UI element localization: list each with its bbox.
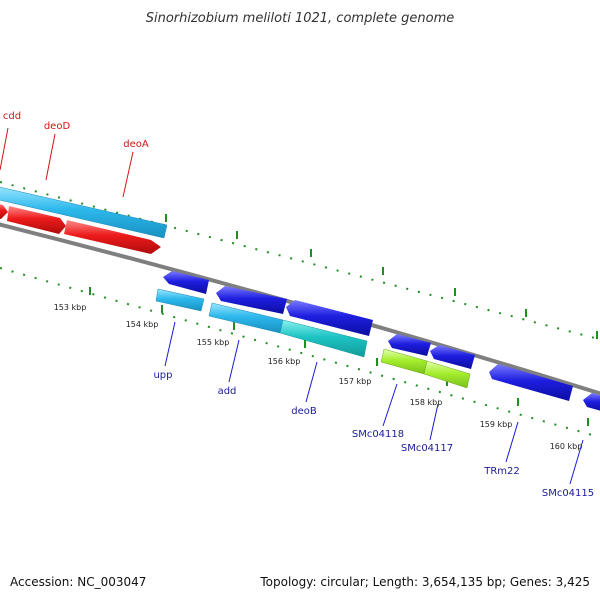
gene-label-cdd[interactable]: cdd: [3, 111, 21, 122]
lower-major-ticks: [89, 287, 589, 426]
reverse-leaders: [164, 321, 584, 485]
forward-leaders: [0, 127, 134, 198]
gene-label-deoD[interactable]: deoD: [44, 121, 71, 132]
leader-SMc04117: [429, 403, 439, 441]
gene-arrow-deoA[interactable]: [64, 220, 161, 254]
lower-tick-track: [0, 267, 600, 439]
gene-label-TRm22[interactable]: TRm22: [483, 466, 520, 477]
leader-SMc04115: [569, 439, 584, 485]
leader-TRm22: [505, 421, 519, 463]
gene-label-upp[interactable]: upp: [153, 370, 172, 381]
tick-label-156: 156 kbp: [268, 357, 301, 366]
cds-SMc04117[interactable]: [423, 360, 471, 389]
gene-arrow-add[interactable]: [216, 286, 287, 314]
cds-forward-cyan[interactable]: [0, 186, 168, 239]
tick-label-155: 155 kbp: [197, 338, 230, 347]
gene-arrow-deoD[interactable]: [7, 206, 66, 234]
leader-cdd: [0, 127, 9, 171]
gene-arrow-cdd[interactable]: [0, 203, 8, 219]
leader-deoA: [122, 151, 134, 198]
gene-arrow-upp[interactable]: [163, 271, 209, 294]
lower-minor-ticks: [0, 267, 600, 439]
leader-deoD: [45, 133, 56, 181]
tick-label-159: 159 kbp: [480, 420, 513, 429]
gene-arrow-deoB[interactable]: [286, 300, 373, 336]
gene-label-deoB[interactable]: deoB: [291, 406, 317, 417]
gene-label-add[interactable]: add: [218, 386, 237, 397]
gene-arrow-SMc04118[interactable]: [388, 334, 431, 356]
tick-label-158: 158 kbp: [410, 398, 443, 407]
gene-arrow-SMc04115[interactable]: [583, 393, 600, 412]
gene-label-deoA[interactable]: deoA: [123, 139, 149, 150]
tick-label-160: 160 kbp: [550, 442, 583, 451]
leader-upp: [164, 321, 176, 367]
map-title: Sinorhizobium meliloti 1021, complete ge…: [146, 11, 455, 26]
leader-deoB: [305, 361, 318, 403]
gene-label-SMc04115[interactable]: SMc04115: [542, 488, 594, 499]
tick-label-153: 153 kbp: [54, 303, 87, 312]
upper-major-ticks: [165, 214, 598, 339]
gene-label-SMc04118[interactable]: SMc04118: [352, 429, 404, 440]
tick-label-154: 154 kbp: [126, 320, 159, 329]
accession-text: Accession: NC_003047: [10, 575, 146, 589]
leader-SMc04118: [382, 383, 398, 427]
cds-upp[interactable]: [155, 288, 205, 312]
gene-label-SMc04117[interactable]: SMc04117: [401, 443, 453, 454]
genome-summary-text: Topology: circular; Length: 3,654,135 bp…: [259, 575, 590, 589]
gene-arrow-SMc04117[interactable]: [430, 345, 475, 369]
cds-deoB[interactable]: [279, 319, 368, 358]
gene-arrow-TRm22[interactable]: [489, 364, 573, 401]
tick-label-157: 157 kbp: [339, 377, 372, 386]
leader-add: [228, 339, 240, 383]
